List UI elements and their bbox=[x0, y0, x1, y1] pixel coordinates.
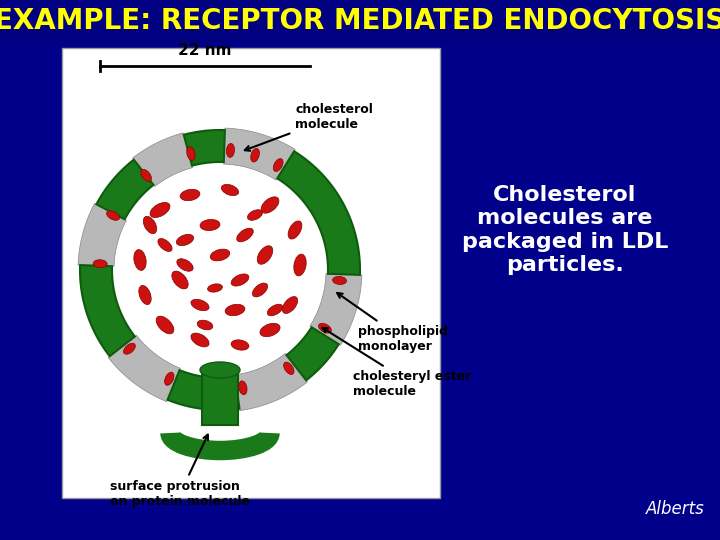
Text: Cholesterol
molecules are
packaged in LDL
particles.: Cholesterol molecules are packaged in LD… bbox=[462, 185, 668, 275]
Text: cholesteryl ester
molecule: cholesteryl ester molecule bbox=[323, 328, 472, 398]
Ellipse shape bbox=[257, 246, 273, 264]
Circle shape bbox=[115, 165, 325, 375]
Polygon shape bbox=[277, 151, 360, 275]
Ellipse shape bbox=[225, 305, 245, 316]
Circle shape bbox=[115, 165, 325, 375]
Ellipse shape bbox=[200, 362, 240, 378]
Ellipse shape bbox=[177, 259, 193, 271]
Bar bbox=[62, 48, 440, 498]
Ellipse shape bbox=[253, 283, 268, 297]
Polygon shape bbox=[80, 265, 135, 356]
Ellipse shape bbox=[226, 144, 235, 158]
Text: 22 nm: 22 nm bbox=[179, 43, 232, 58]
Ellipse shape bbox=[282, 296, 297, 313]
Ellipse shape bbox=[197, 320, 213, 330]
Ellipse shape bbox=[318, 323, 331, 333]
Polygon shape bbox=[287, 327, 338, 380]
Ellipse shape bbox=[288, 221, 302, 239]
Polygon shape bbox=[108, 335, 180, 402]
Ellipse shape bbox=[124, 343, 135, 354]
Ellipse shape bbox=[180, 190, 200, 201]
Ellipse shape bbox=[237, 228, 253, 242]
Ellipse shape bbox=[210, 249, 230, 261]
Ellipse shape bbox=[107, 211, 120, 220]
Ellipse shape bbox=[239, 381, 247, 395]
Text: cholesterol
molecule: cholesterol molecule bbox=[245, 103, 373, 151]
Ellipse shape bbox=[284, 362, 294, 374]
Polygon shape bbox=[132, 133, 192, 186]
Ellipse shape bbox=[150, 202, 170, 218]
Text: phospholipid
monolayer: phospholipid monolayer bbox=[337, 293, 448, 353]
Bar bbox=[202, 368, 238, 425]
Ellipse shape bbox=[139, 286, 151, 305]
Ellipse shape bbox=[165, 372, 174, 386]
Ellipse shape bbox=[186, 147, 195, 160]
Ellipse shape bbox=[176, 234, 194, 246]
Ellipse shape bbox=[261, 197, 279, 213]
Ellipse shape bbox=[274, 159, 283, 172]
Ellipse shape bbox=[191, 299, 209, 310]
Ellipse shape bbox=[251, 148, 259, 162]
Ellipse shape bbox=[248, 210, 263, 220]
Polygon shape bbox=[310, 274, 362, 345]
Ellipse shape bbox=[231, 340, 249, 350]
Text: EXAMPLE: RECEPTOR MEDIATED ENDOCYTOSIS: EXAMPLE: RECEPTOR MEDIATED ENDOCYTOSIS bbox=[0, 7, 720, 35]
Ellipse shape bbox=[207, 284, 222, 292]
Ellipse shape bbox=[172, 271, 188, 289]
Ellipse shape bbox=[200, 219, 220, 231]
Ellipse shape bbox=[231, 274, 249, 286]
Ellipse shape bbox=[141, 170, 151, 181]
Bar bbox=[0, 0, 720, 42]
Ellipse shape bbox=[333, 276, 346, 285]
Ellipse shape bbox=[158, 239, 172, 252]
Polygon shape bbox=[224, 128, 295, 180]
Text: surface protrusion
on protein molecule: surface protrusion on protein molecule bbox=[110, 435, 250, 508]
Polygon shape bbox=[96, 160, 153, 219]
Polygon shape bbox=[184, 130, 225, 166]
Ellipse shape bbox=[294, 254, 306, 276]
Text: Alberts: Alberts bbox=[647, 500, 705, 518]
Polygon shape bbox=[78, 204, 127, 266]
Ellipse shape bbox=[221, 184, 238, 195]
Ellipse shape bbox=[191, 333, 209, 347]
Ellipse shape bbox=[156, 316, 174, 334]
Ellipse shape bbox=[267, 304, 283, 316]
Polygon shape bbox=[235, 354, 307, 410]
Ellipse shape bbox=[134, 249, 146, 271]
Ellipse shape bbox=[260, 323, 280, 336]
Ellipse shape bbox=[93, 260, 107, 268]
Polygon shape bbox=[168, 370, 240, 410]
Ellipse shape bbox=[143, 217, 157, 234]
